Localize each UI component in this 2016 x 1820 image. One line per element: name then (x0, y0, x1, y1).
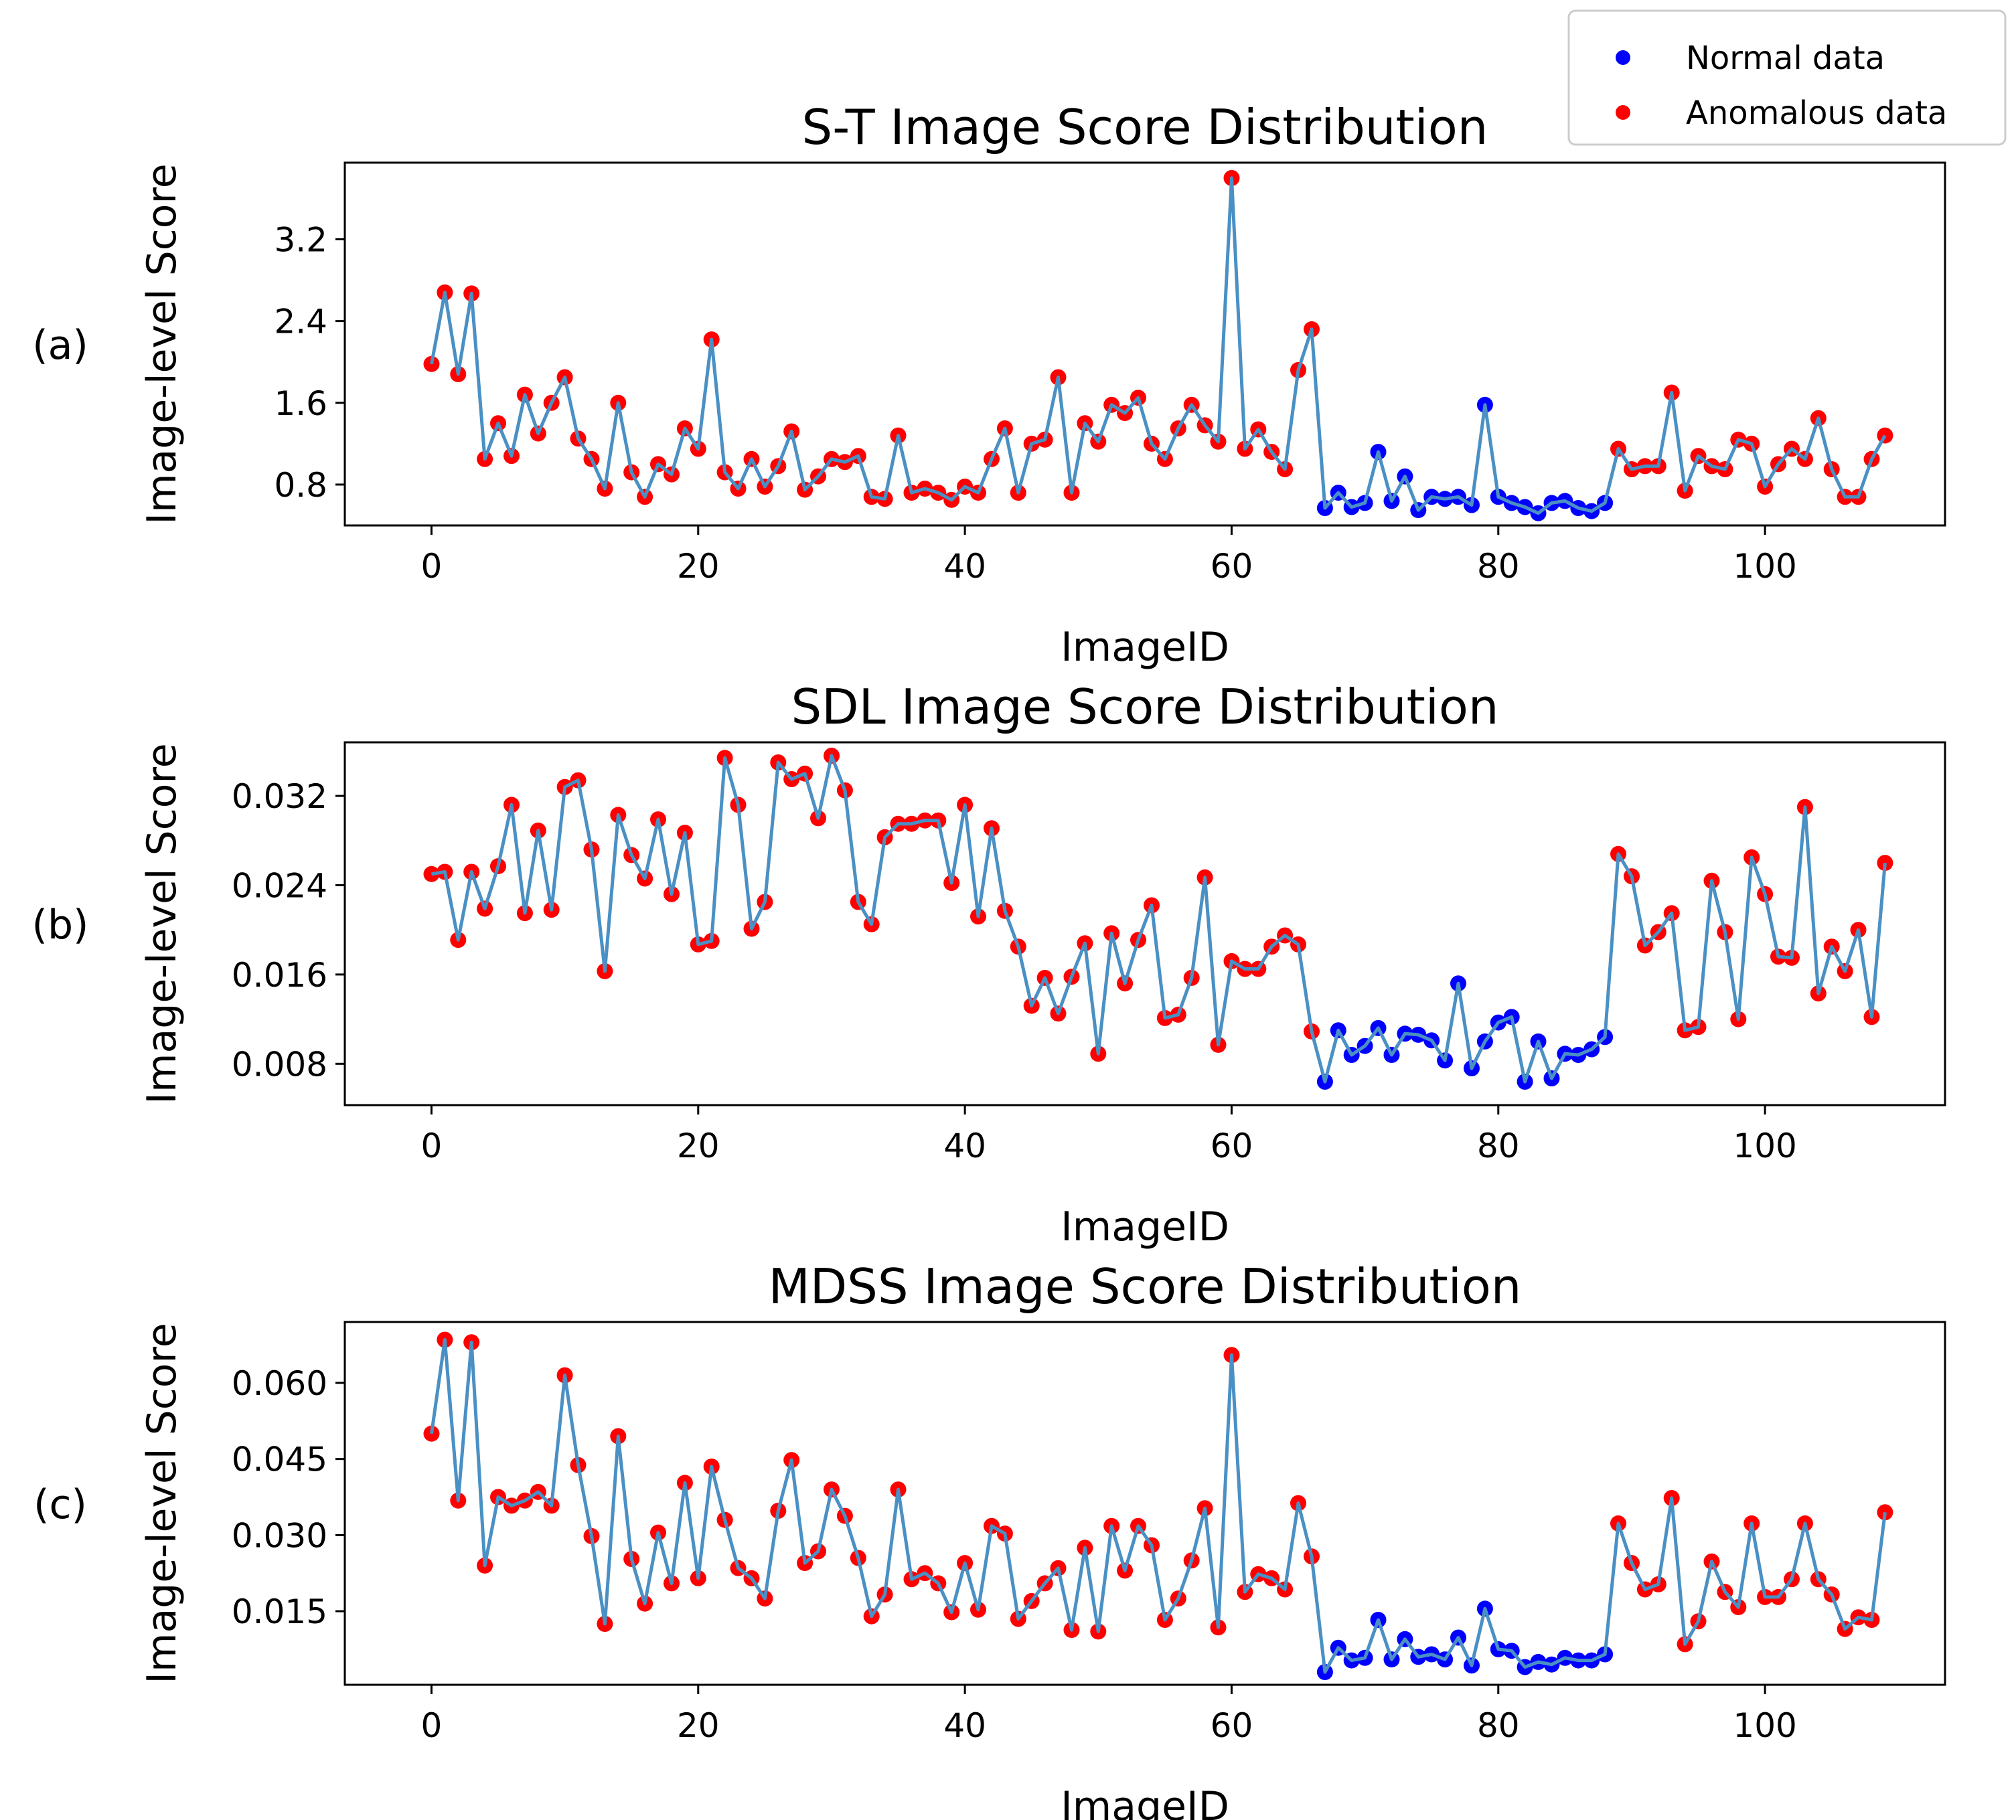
legend-marker-normal (1616, 50, 1630, 65)
y-tick-label-b: 0.016 (232, 956, 327, 995)
x-tick-label-a: 80 (1477, 547, 1520, 586)
x-tick-label-b: 0 (421, 1127, 443, 1165)
series-line-a (430, 176, 1887, 515)
legend-marker-anomalous (1616, 105, 1630, 120)
chart-title-c: MDSS Image Score Distribution (769, 1258, 1522, 1315)
y-axis-label-b: Image-level Score (139, 743, 185, 1104)
series-line-b (431, 754, 1887, 1084)
x-tick-label-b: 80 (1477, 1127, 1520, 1165)
plot-frame-c (343, 1321, 1946, 1686)
panel-label-a: (a) (32, 322, 88, 369)
panel-label-b: (b) (32, 902, 89, 948)
x-axis-label-a: ImageID (1061, 624, 1229, 671)
y-axis-label-c: Image-level Score (139, 1323, 185, 1683)
subplots: S-T Image Score Distribution (a) Image-lev… (32, 99, 1946, 1820)
x-tick-label-b: 60 (1211, 1127, 1253, 1165)
y-tick-label-b: 0.032 (232, 777, 327, 816)
y-tick-label-a: 0.8 (274, 466, 327, 505)
legend: Normal data Anomalous data (1567, 9, 2007, 146)
y-tick-label-c: 0.045 (232, 1440, 327, 1479)
subplot-b: SDL Image Score Distribution (b) Image-lev… (32, 679, 1946, 1250)
y-tick-label-c: 0.030 (232, 1516, 327, 1555)
legend-label-anomalous: Anomalous data (1686, 94, 1947, 132)
x-tick-label-b: 100 (1733, 1127, 1796, 1165)
x-axis-label-c: ImageID (1061, 1783, 1229, 1820)
y-tick-label-a: 1.6 (274, 384, 327, 423)
plot-frame-b (343, 741, 1946, 1106)
x-tick-label-a: 20 (677, 547, 720, 586)
x-tick-label-a: 60 (1211, 547, 1253, 586)
x-axis-label-b: ImageID (1061, 1204, 1229, 1250)
x-tick-label-b: 40 (943, 1127, 986, 1165)
x-tick-label-a: 0 (421, 547, 443, 586)
chart-title-a: S-T Image Score Distribution (802, 99, 1488, 155)
y-tick-label-b: 0.024 (232, 866, 327, 905)
x-tick-label-b: 20 (677, 1127, 720, 1165)
subplot-c: MDSS Image Score Distribution (c) Image-le… (33, 1258, 1946, 1820)
subplot-a: S-T Image Score Distribution (a) Image-lev… (32, 99, 1946, 671)
panel-label-c: (c) (33, 1481, 87, 1528)
legend-label-normal: Normal data (1686, 39, 1885, 77)
chart-title-b: SDL Image Score Distribution (791, 679, 1498, 735)
x-tick-label-c: 40 (943, 1706, 986, 1745)
y-tick-label-c: 0.015 (232, 1592, 327, 1631)
x-tick-label-c: 80 (1477, 1706, 1520, 1745)
x-tick-label-c: 20 (677, 1706, 720, 1745)
y-axis-label-a: Image-level Score (139, 163, 185, 524)
x-tick-label-a: 100 (1733, 547, 1796, 586)
x-tick-label-c: 0 (421, 1706, 443, 1745)
legend-frame (1567, 9, 2007, 146)
y-tick-label-a: 2.4 (274, 303, 327, 341)
x-tick-label-c: 60 (1211, 1706, 1253, 1745)
x-tick-label-c: 100 (1733, 1706, 1796, 1745)
series-line-c (430, 1338, 1887, 1674)
plot-frame-a (343, 161, 1946, 527)
x-tick-label-a: 40 (943, 547, 986, 586)
y-tick-label-a: 3.2 (274, 221, 327, 260)
y-tick-label-b: 0.008 (232, 1045, 327, 1084)
y-tick-label-c: 0.060 (232, 1364, 327, 1403)
